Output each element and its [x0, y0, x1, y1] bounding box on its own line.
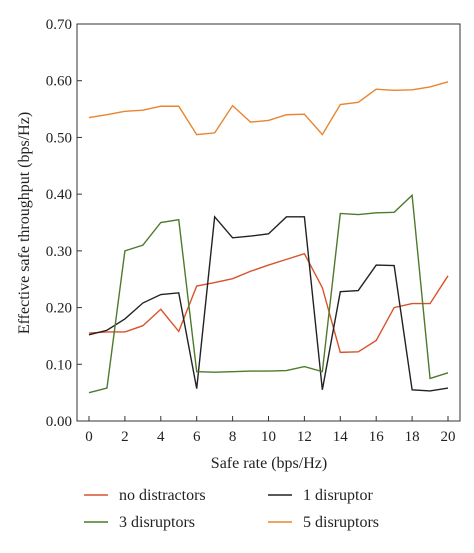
- legend-label: 3 disruptors: [119, 514, 195, 531]
- legend-label: no distractors: [119, 487, 206, 504]
- y-tick-label: 0.40: [46, 187, 72, 203]
- series-line-1-disruptor: [88, 215, 449, 392]
- x-tick-label: 12: [297, 429, 312, 445]
- y-tick-label: 0.30: [46, 244, 72, 260]
- x-tick-label: 18: [405, 429, 420, 445]
- y-tick-label: 0.20: [46, 301, 72, 317]
- x-axis-title: Safe rate (bps/Hz): [211, 455, 327, 472]
- x-tick-label: 10: [261, 429, 276, 445]
- x-tick-label: 4: [157, 429, 165, 445]
- y-tick-label: 0.10: [46, 357, 72, 373]
- x-tick-label: 0: [85, 429, 93, 445]
- y-tick-label: 0.50: [46, 130, 72, 146]
- series-line-no-distractors: [88, 252, 449, 354]
- x-tick-label: 8: [229, 429, 237, 445]
- y-tick-label: 0.70: [46, 17, 72, 33]
- legend-item: 3 disruptors: [84, 514, 195, 531]
- series-line-5-disruptors: [88, 81, 449, 136]
- x-tick-label: 2: [121, 429, 129, 445]
- legend-item: 1 disruptor: [268, 487, 373, 504]
- y-axis-title: Effective safe throughput (bps/Hz): [16, 112, 33, 334]
- y-tick-label: 0.60: [46, 74, 72, 90]
- x-tick-label: 6: [193, 429, 201, 445]
- x-tick-label: 14: [333, 429, 349, 445]
- series-group: [88, 81, 449, 394]
- legend-label: 5 disruptors: [303, 514, 379, 531]
- y-tick-label: 0.00: [46, 414, 72, 430]
- plot-frame: [76, 23, 461, 422]
- x-tick-label: 20: [441, 429, 456, 445]
- legend: no distractors 1 disruptor 3 disruptors 5 d…: [84, 487, 379, 531]
- x-tick-label: 16: [369, 429, 385, 445]
- axes: 0.00 0.10 0.20 0.30 0.40 0.50 0.60 0.70 0 2 4 6 8 10 1…: [46, 17, 461, 445]
- series-line-3-disruptors: [88, 193, 449, 394]
- legend-item: 5 disruptors: [268, 514, 379, 531]
- legend-label: 1 disruptor: [303, 487, 373, 504]
- legend-item: no distractors: [84, 487, 206, 504]
